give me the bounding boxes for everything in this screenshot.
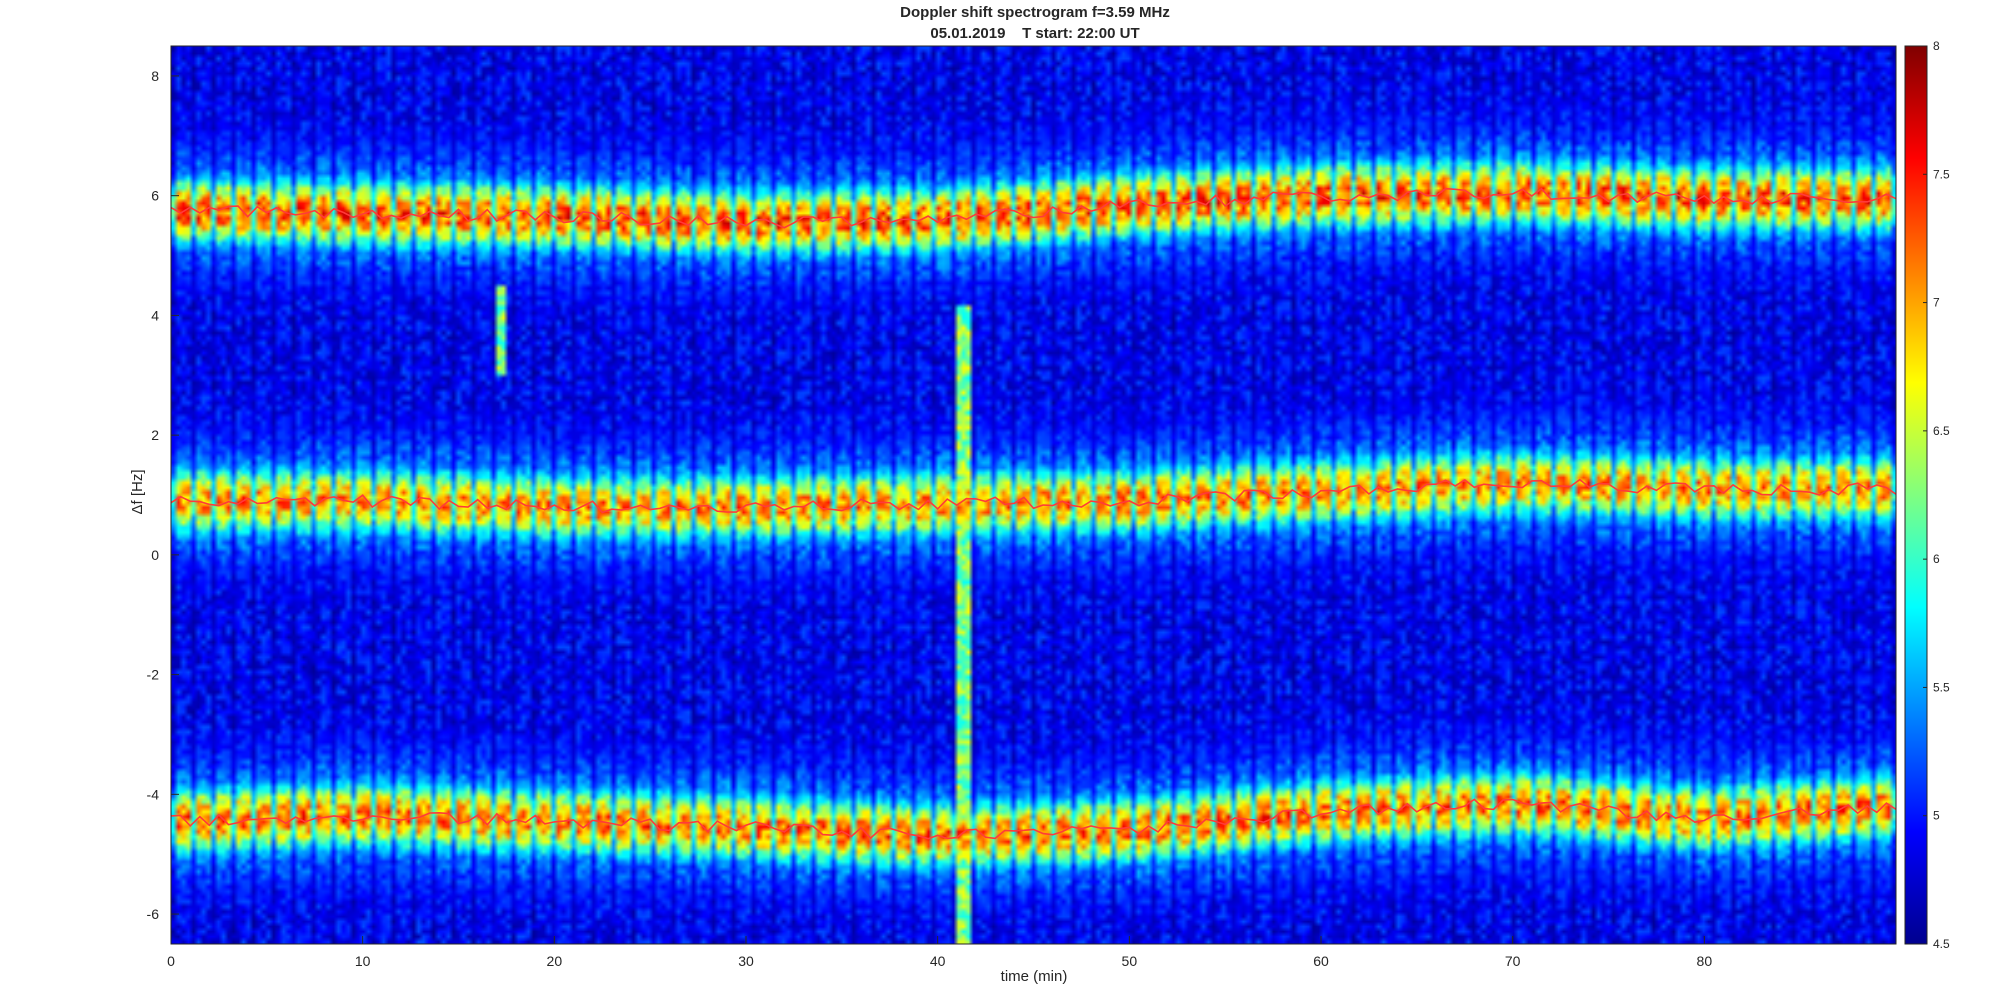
band-trace-1 xyxy=(170,187,1897,229)
y-tick-label: 8 xyxy=(151,68,159,84)
x-axis-label: time (min) xyxy=(1001,968,1068,985)
y-tick-label: 4 xyxy=(151,307,159,323)
colorbar-tick-label: 7.5 xyxy=(1933,167,1950,181)
colorbar xyxy=(1904,45,1928,945)
colorbar-tick-label: 6.5 xyxy=(1933,424,1950,438)
colorbar-tick-label: 8 xyxy=(1933,39,1940,53)
x-tick-label: 20 xyxy=(547,953,563,969)
x-tick-label: 80 xyxy=(1697,953,1713,969)
plot-area xyxy=(170,45,1897,945)
y-tick-label: 2 xyxy=(151,427,159,443)
spectrogram-image xyxy=(171,46,1896,944)
x-tick-label: 50 xyxy=(1122,953,1138,969)
y-tick-label: -6 xyxy=(147,906,160,922)
x-tick-label: 40 xyxy=(930,953,946,969)
chart-title: Doppler shift spectrogram f=3.59 MHz xyxy=(900,4,1170,21)
band-trace-3 xyxy=(170,798,1897,840)
chart-subtitle: 05.01.2019 T start: 22:00 UT xyxy=(930,25,1139,42)
x-tick-label: 30 xyxy=(738,953,754,969)
x-tick-label: 60 xyxy=(1313,953,1329,969)
x-axis: 0 10 20 30 40 50 60 70 80 xyxy=(167,936,1712,969)
colorbar-tick-label: 7 xyxy=(1933,296,1940,310)
y-axis-label: Δf [Hz] xyxy=(129,469,146,514)
y-tick-label: 6 xyxy=(151,188,159,204)
colorbar-tick-label: 5 xyxy=(1933,809,1940,823)
y-tick-label: 0 xyxy=(151,547,159,563)
x-tick-label: 70 xyxy=(1505,953,1521,969)
colorbar-tick-label: 4.5 xyxy=(1933,937,1950,951)
y-axis: -6 -4 -2 0 2 4 6 8 xyxy=(147,68,179,922)
colorbar-tick-label: 6 xyxy=(1933,552,1940,566)
y-tick-label: -2 xyxy=(147,667,160,683)
x-tick-label: 0 xyxy=(167,953,175,969)
band-trace-2 xyxy=(170,478,1897,514)
colorbar-ticks: 4.5 5 5.5 6 6.5 7 7.5 8 xyxy=(1923,39,1950,951)
x-tick-label: 10 xyxy=(355,953,371,969)
colorbar-tick-label: 5.5 xyxy=(1933,680,1950,694)
y-tick-label: -4 xyxy=(147,786,160,802)
plot-frame xyxy=(170,45,1897,945)
